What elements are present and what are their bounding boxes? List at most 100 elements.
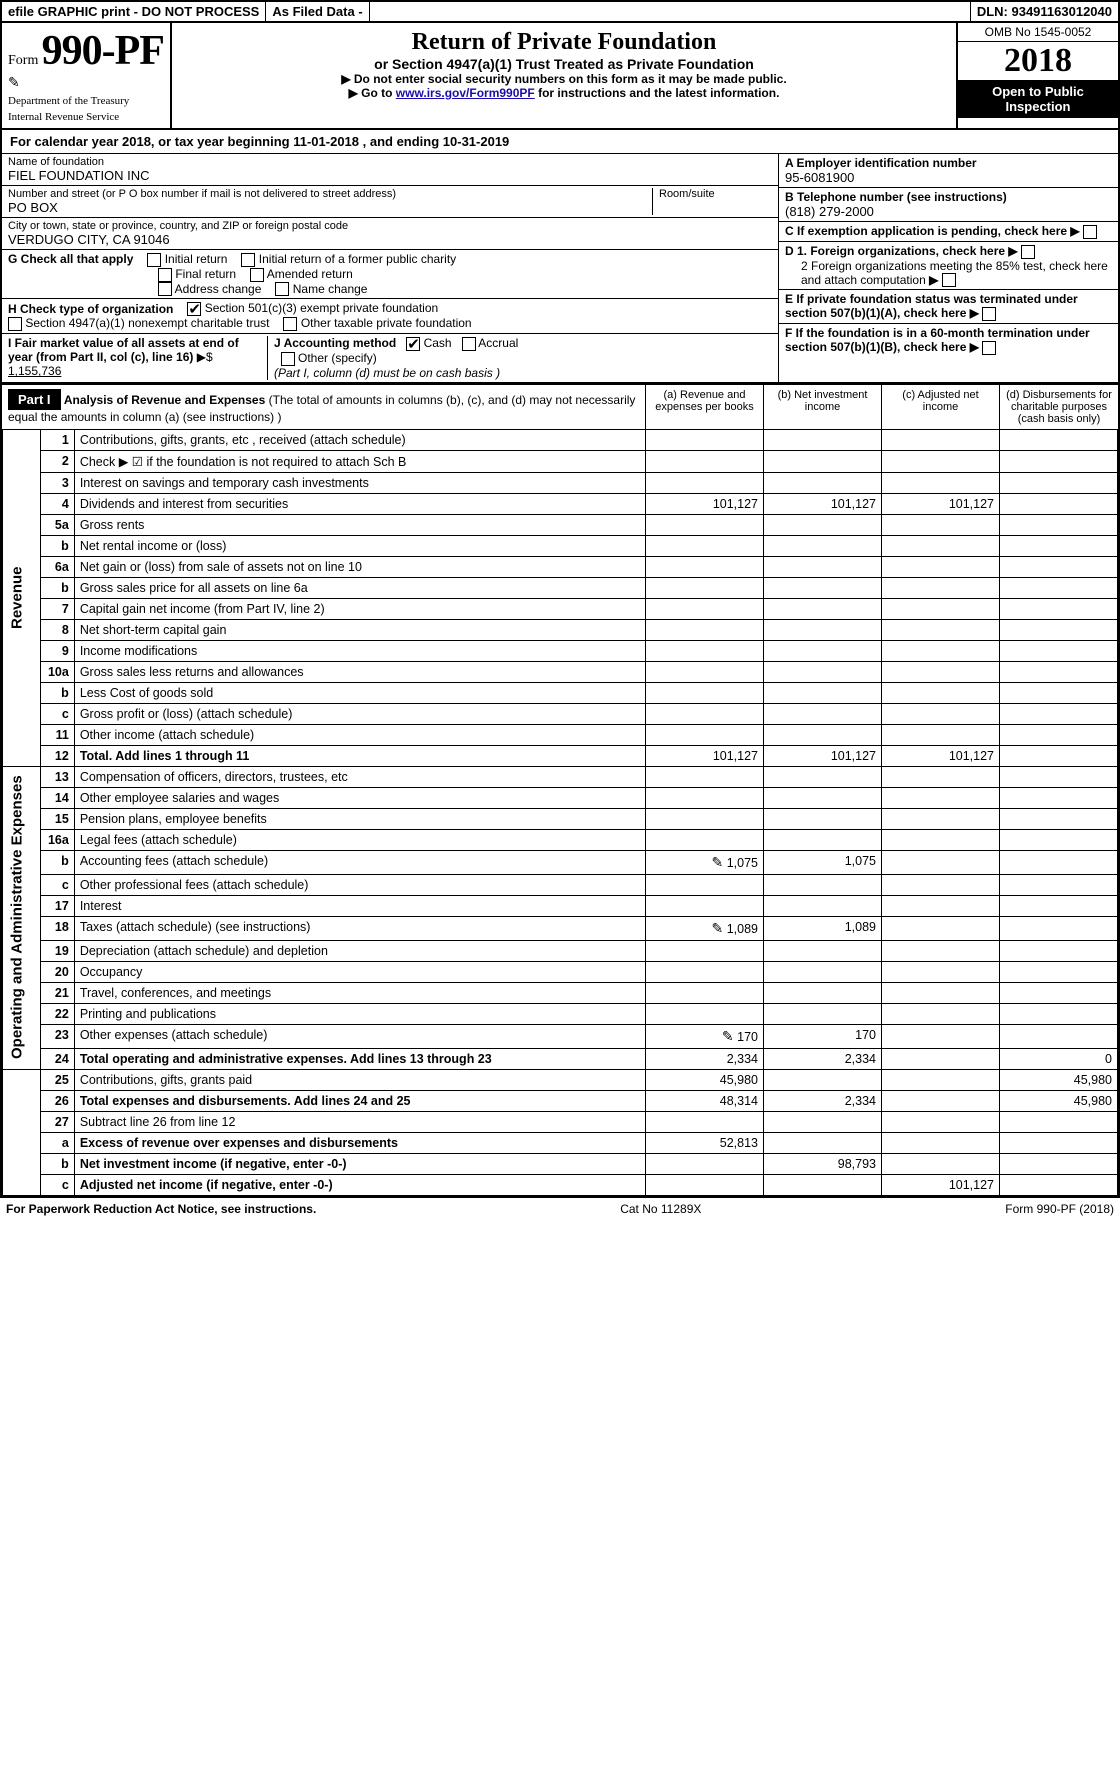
irs-link[interactable]: www.irs.gov/Form990PF <box>396 86 535 100</box>
table-row: 4Dividends and interest from securities1… <box>3 493 1118 514</box>
chk-4947[interactable] <box>8 317 22 331</box>
table-row: cGross profit or (loss) (attach schedule… <box>3 703 1118 724</box>
calendar-year-row: For calendar year 2018, or tax year begi… <box>2 130 1118 154</box>
chk-accrual[interactable] <box>462 337 476 351</box>
table-row: bNet rental income or (loss) <box>3 535 1118 556</box>
form-subtitle: or Section 4947(a)(1) Trust Treated as P… <box>180 56 948 72</box>
table-row: 2Check ▶ ☑ if the foundation is not requ… <box>3 450 1118 472</box>
table-row: 21Travel, conferences, and meetings <box>3 982 1118 1003</box>
table-row: bGross sales price for all assets on lin… <box>3 577 1118 598</box>
form-header: Form 990-PF ✎ Department of the Treasury… <box>2 23 1118 130</box>
chk-e[interactable] <box>982 307 996 321</box>
expenses-side-label: Operating and Administrative Expenses <box>3 766 41 1069</box>
instructions-link-line: ▶ Go to www.irs.gov/Form990PF for instru… <box>180 86 948 100</box>
part1-title: Analysis of Revenue and Expenses <box>64 393 265 407</box>
table-row: bNet investment income (if negative, ent… <box>3 1153 1118 1174</box>
table-row: 11Other income (attach schedule) <box>3 724 1118 745</box>
city-label: City or town, state or province, country… <box>8 220 772 232</box>
chk-initial-former[interactable] <box>241 253 255 267</box>
i-arrow: ▶$ <box>197 350 213 364</box>
table-row: 20Occupancy <box>3 961 1118 982</box>
attachment-icon[interactable]: ✎ <box>722 1028 734 1044</box>
chk-c[interactable] <box>1083 225 1097 239</box>
col-b-header: (b) Net investment income <box>764 385 882 429</box>
table-row: 25Contributions, gifts, grants paid45,98… <box>3 1069 1118 1090</box>
room-label: Room/suite <box>659 188 772 200</box>
open-public-badge: Open to Public Inspection <box>958 80 1118 118</box>
chk-amended[interactable] <box>250 268 264 282</box>
fmv-value: 1,155,736 <box>8 364 61 378</box>
address: PO BOX <box>8 200 652 215</box>
part1-badge: Part I <box>8 389 61 410</box>
table-row: bLess Cost of goods sold <box>3 682 1118 703</box>
table-row: 8Net short-term capital gain <box>3 619 1118 640</box>
name-label: Name of foundation <box>8 156 772 168</box>
ein: 95-6081900 <box>785 170 1112 185</box>
dln: DLN: 93491163012040 <box>971 2 1118 21</box>
table-row: 10aGross sales less returns and allowanc… <box>3 661 1118 682</box>
table-row: aExcess of revenue over expenses and dis… <box>3 1132 1118 1153</box>
c-label: C If exemption application is pending, c… <box>785 224 1067 238</box>
chk-f[interactable] <box>982 341 996 355</box>
table-row: 7Capital gain net income (from Part IV, … <box>3 598 1118 619</box>
chk-other-method[interactable] <box>281 352 295 366</box>
table-row: 6aNet gain or (loss) from sale of assets… <box>3 556 1118 577</box>
form-number: 990-PF <box>42 28 164 74</box>
chk-501c3[interactable] <box>187 302 201 316</box>
attachment-icon[interactable]: ✎ <box>712 920 724 936</box>
table-row: bAccounting fees (attach schedule)✎ 1,07… <box>3 850 1118 874</box>
chk-cash[interactable] <box>406 337 420 351</box>
e-label: E If private foundation status was termi… <box>785 292 1078 320</box>
dept-2: Internal Revenue Service <box>8 111 119 123</box>
table-row: 9Income modifications <box>3 640 1118 661</box>
telephone: (818) 279-2000 <box>785 204 1112 219</box>
j-note: (Part I, column (d) must be on cash basi… <box>274 366 500 380</box>
chk-namechange[interactable] <box>275 282 289 296</box>
table-row: Operating and Administrative Expenses 13… <box>3 766 1118 787</box>
form-990pf: efile GRAPHIC print - DO NOT PROCESS As … <box>0 0 1120 1198</box>
foundation-name: FIEL FOUNDATION INC <box>8 168 772 183</box>
chk-final[interactable] <box>158 268 172 282</box>
identity-grid: Name of foundation FIEL FOUNDATION INC N… <box>2 154 1118 383</box>
part1-table: Revenue 1 Contributions, gifts, grants, … <box>2 429 1118 1196</box>
f-label: F If the foundation is in a 60-month ter… <box>785 326 1090 354</box>
city-state-zip: VERDUGO CITY, CA 91046 <box>8 232 772 247</box>
form-title: Return of Private Foundation <box>180 29 948 56</box>
table-row: 12Total. Add lines 1 through 11101,12710… <box>3 745 1118 766</box>
table-row: 14Other employee salaries and wages <box>3 787 1118 808</box>
table-row: 17Interest <box>3 895 1118 916</box>
table-row: 18Taxes (attach schedule) (see instructi… <box>3 916 1118 940</box>
col-d-header: (d) Disbursements for charitable purpose… <box>1000 385 1118 429</box>
form-version: Form 990-PF (2018) <box>1005 1202 1114 1216</box>
chk-initial[interactable] <box>147 253 161 267</box>
table-row: 16aLegal fees (attach schedule) <box>3 829 1118 850</box>
table-row: 27Subtract line 26 from line 12 <box>3 1111 1118 1132</box>
chk-other-taxable[interactable] <box>283 317 297 331</box>
chk-address[interactable] <box>158 282 172 296</box>
chk-d1[interactable] <box>1021 245 1035 259</box>
col-a-header: (a) Revenue and expenses per books <box>646 385 764 429</box>
table-row: 26Total expenses and disbursements. Add … <box>3 1090 1118 1111</box>
col-c-header: (c) Adjusted net income <box>882 385 1000 429</box>
omb-number: OMB No 1545-0052 <box>958 23 1118 42</box>
chk-d2[interactable] <box>942 273 956 287</box>
attachment-icon[interactable]: ✎ <box>712 854 724 870</box>
table-row: 23Other expenses (attach schedule)✎ 1701… <box>3 1024 1118 1048</box>
tax-year: 2018 <box>958 42 1118 80</box>
j-label: J Accounting method <box>274 336 396 350</box>
attachment-icon: ✎ <box>8 76 20 91</box>
table-row: 19Depreciation (attach schedule) and dep… <box>3 940 1118 961</box>
form-prefix: Form <box>8 53 38 68</box>
revenue-side-label: Revenue <box>3 429 41 766</box>
table-row: cOther professional fees (attach schedul… <box>3 874 1118 895</box>
ein-label: A Employer identification number <box>785 156 1112 170</box>
catalog-number: Cat No 11289X <box>620 1202 701 1216</box>
paperwork-notice: For Paperwork Reduction Act Notice, see … <box>6 1202 316 1216</box>
address-label: Number and street (or P O box number if … <box>8 188 652 200</box>
table-row: 24Total operating and administrative exp… <box>3 1048 1118 1069</box>
top-bar: efile GRAPHIC print - DO NOT PROCESS As … <box>2 2 1118 23</box>
table-row: 22Printing and publications <box>3 1003 1118 1024</box>
table-row: 15Pension plans, employee benefits <box>3 808 1118 829</box>
table-row: 5aGross rents <box>3 514 1118 535</box>
h-label: H Check type of organization <box>8 302 173 316</box>
